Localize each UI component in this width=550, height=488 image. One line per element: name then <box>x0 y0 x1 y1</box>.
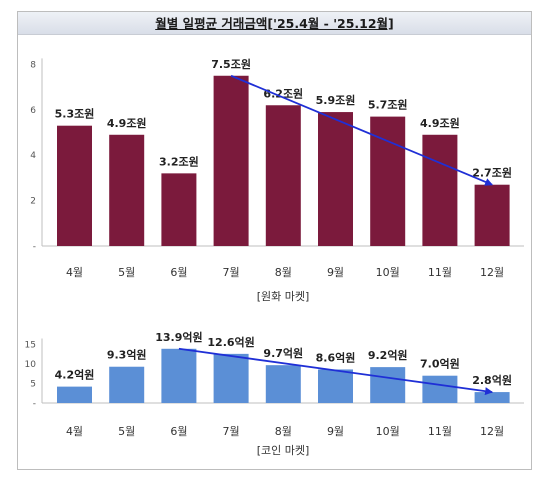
y-tick-label-bottom: 10 <box>25 360 37 370</box>
x-tick-label-bottom: 9월 <box>327 425 344 438</box>
y-tick-label-bottom: - <box>33 399 36 409</box>
x-tick-label-top: 10월 <box>376 266 400 279</box>
bar-bottom-7월 <box>213 353 249 403</box>
bar-bottom-6월 <box>161 348 197 403</box>
bar-top-4월 <box>57 125 92 246</box>
bar-top-12월 <box>474 184 510 246</box>
data-label-bottom: 4.2억원 <box>55 368 95 382</box>
data-label-top: 5.3조원 <box>55 107 95 121</box>
y-tick-label-top: - <box>33 242 36 252</box>
x-tick-label-bottom: 7월 <box>223 425 240 438</box>
x-tick-label-top: 11월 <box>428 266 452 279</box>
x-tick-label-top: 5월 <box>118 266 135 279</box>
x-tick-label-bottom: 4월 <box>66 425 83 438</box>
x-tick-label-top: 6월 <box>170 266 187 279</box>
y-tick-label-bottom: 15 <box>25 341 36 351</box>
x-tick-label-bottom: 8월 <box>275 425 292 438</box>
x-tick-label-top: 4월 <box>66 266 83 279</box>
x-tick-label-top: 7월 <box>223 266 240 279</box>
data-label-top: 2.7조원 <box>472 166 512 180</box>
data-label-bottom: 12.6억원 <box>207 335 254 349</box>
chart-title-bar: 월별 일평균 거래금액['25.4월 - '25.12월] <box>18 12 531 35</box>
data-label-top: 4.9조원 <box>420 116 460 130</box>
bar-top-5월 <box>109 134 145 246</box>
bar-top-10월 <box>370 116 406 246</box>
data-label-bottom: 9.2억원 <box>368 348 408 362</box>
data-label-top: 4.9조원 <box>107 116 147 130</box>
data-label-bottom: 13.9억원 <box>155 330 202 344</box>
y-tick-label-top: 4 <box>30 151 36 161</box>
x-tick-label-bottom: 12월 <box>480 425 504 438</box>
data-label-top: 5.7조원 <box>368 98 408 112</box>
data-label-bottom: 9.3억원 <box>107 348 147 362</box>
y-tick-label-top: 8 <box>30 60 36 70</box>
x-axis-label-bottom: [코인 마켓] <box>257 444 310 457</box>
bar-bottom-10월 <box>370 367 406 403</box>
bar-bottom-5월 <box>109 366 145 403</box>
trend-arrow-top <box>230 74 494 186</box>
chart-title: 월별 일평균 거래금액['25.4월 - '25.12월] <box>155 16 394 31</box>
bar-top-11월 <box>422 134 458 246</box>
x-tick-label-top: 12월 <box>480 266 504 279</box>
bar-top-7월 <box>213 75 249 246</box>
data-label-top: 6.2조원 <box>263 86 303 100</box>
data-label-bottom: 7.0억원 <box>420 357 460 371</box>
bar-top-6월 <box>161 173 197 246</box>
x-tick-label-bottom: 10월 <box>376 425 400 438</box>
trend-arrow-bottom <box>178 347 494 396</box>
x-tick-label-bottom: 11월 <box>428 425 452 438</box>
data-label-top: 5.9조원 <box>316 93 356 107</box>
x-tick-label-top: 8월 <box>275 266 292 279</box>
bar-bottom-11월 <box>422 375 458 403</box>
bar-bottom-4월 <box>57 386 92 403</box>
data-label-bottom: 2.8억원 <box>472 373 512 387</box>
bar-bottom-12월 <box>474 392 510 403</box>
y-tick-label-top: 2 <box>30 197 36 207</box>
data-label-top: 3.2조원 <box>159 154 199 168</box>
data-label-top: 7.5조원 <box>211 57 251 71</box>
y-tick-label-bottom: 5 <box>30 380 36 390</box>
bar-bottom-9월 <box>318 369 353 403</box>
bar-top-8월 <box>265 105 301 246</box>
bar-bottom-8월 <box>265 365 301 403</box>
x-tick-label-bottom: 5월 <box>118 425 135 438</box>
x-axis-label-top: [원화 마켓] <box>257 290 310 303</box>
bar-top-9월 <box>318 112 353 246</box>
data-label-bottom: 9.7억원 <box>263 346 303 360</box>
x-tick-label-top: 9월 <box>327 266 344 279</box>
data-label-bottom: 8.6억원 <box>316 350 356 364</box>
x-tick-label-bottom: 6월 <box>170 425 187 438</box>
y-tick-label-top: 6 <box>30 106 36 116</box>
